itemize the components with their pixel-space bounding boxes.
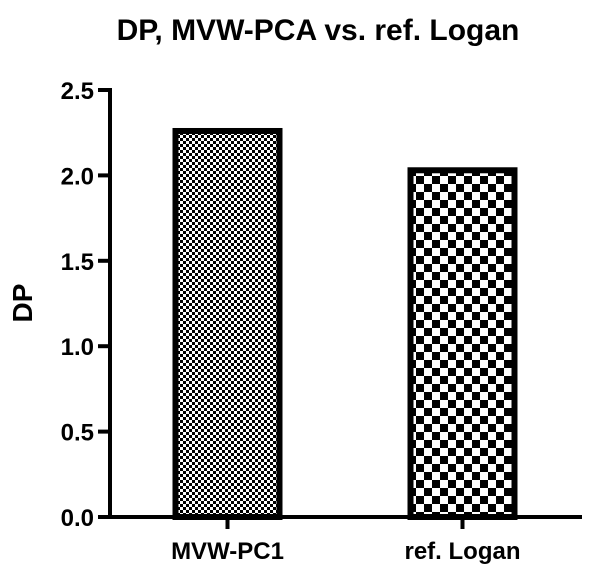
bar-mvw-pc1 [172,127,283,520]
y-tick-label: 1.0 [61,334,94,361]
y-tick-label: 0.5 [61,420,94,447]
bar-ref-logan [407,167,518,520]
y-tick-label: 0.0 [61,505,94,532]
y-axis: 0.0 0.5 1.0 1.5 2.0 2.5 [61,78,112,532]
x-category-label: MVW-PC1 [171,538,284,565]
x-axis: MVW-PC1 ref. Logan [108,515,582,565]
y-tick-label: 2.5 [61,78,94,105]
y-tick-label: 1.5 [61,249,94,276]
chart-title: DP, MVW-PCA vs. ref. Logan [117,14,520,47]
y-axis-title: DP [7,284,38,323]
x-category-label: ref. Logan [404,538,520,565]
y-tick-label: 2.0 [61,163,94,190]
bars [172,127,518,520]
